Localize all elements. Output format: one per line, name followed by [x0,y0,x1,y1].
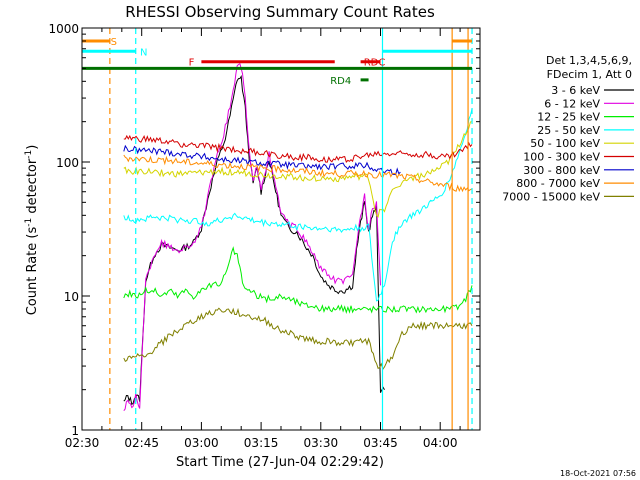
legend-label-50-100-kev: 50 - 100 keV [530,137,600,150]
legend-title-line-1: Det 1,3,4,5,6,9, [546,54,632,67]
y-axis-label-main: Count Rate (s [25,227,40,316]
series-layer [123,62,473,412]
y-axis-label: Count Rate (s-1 detector-1) [24,145,40,316]
legend-label-7000-15000-kev: 7000 - 15000 keV [502,190,600,203]
y-tick-label: 1 [71,424,79,438]
series-line-50-100-kev [123,121,473,218]
series-line-7000-15000-kev [123,307,473,371]
series-line-800-7000-kev [123,154,473,193]
legend-title-line-2: FDecim 1, Att 0 [547,68,632,81]
y-axis-label-mid: detector [25,158,40,218]
flag-label-rdc: RDC [364,58,386,69]
series-line-12-25-kev [123,246,473,314]
x-tick-label: 02:45 [124,436,159,450]
timestamp: 18-Oct-2021 07:56 [560,469,636,478]
x-tick-label: 04:00 [423,436,458,450]
series-line-25-50-kev [123,108,473,302]
flag-label-f: F [189,58,195,69]
y-tick-label: 1000 [48,22,79,36]
chart-title: RHESSI Observing Summary Count Rates [125,3,435,21]
series-line-6-12-kev [123,62,381,412]
y-tick-label: 10 [64,290,79,304]
series-line-100-300-kev [123,134,473,163]
x-tick-label: 03:45 [363,436,398,450]
flag-layer: S N F RDC RD4 [82,28,473,430]
axes [81,27,481,431]
tick-labels: 1 10 100 1000 02:30 02:45 03:00 03:15 03:30 03:45… [48,22,457,450]
x-tick-label: 02:30 [65,436,100,450]
flag-label-n: N [140,47,147,58]
x-axis-label: Start Time (27-Jun-04 02:29:42) [176,455,384,470]
y-tick-label: 100 [56,156,79,170]
x-tick-label: 03:00 [184,436,219,450]
legend-label-25-50-kev: 25 - 50 keV [537,124,600,137]
legend-label-800-7000-kev: 800 - 7000 keV [516,177,600,190]
flag-label-s: S [111,37,117,48]
y-axis-label-end: ) [25,145,40,150]
y-axis-label-sup2: -1 [24,150,34,159]
legend-label-100-300-kev: 100 - 300 keV [523,151,600,164]
x-tick-label: 03:15 [244,436,279,450]
legend-label-12-25-kev: 12 - 25 keV [537,111,600,124]
y-axis-label-sup1: -1 [24,218,34,227]
x-tick-label: 03:30 [304,436,339,450]
legend-label-3-6-kev: 3 - 6 keV [551,84,600,97]
legend-label-300-800-kev: 300 - 800 keV [523,164,600,177]
legend: Det 1,3,4,5,6,9, FDecim 1, Att 0 3 - 6 k… [502,54,634,203]
flag-label-rd4: RD4 [330,76,351,87]
legend-label-6-12-kev: 6 - 12 keV [544,97,600,110]
